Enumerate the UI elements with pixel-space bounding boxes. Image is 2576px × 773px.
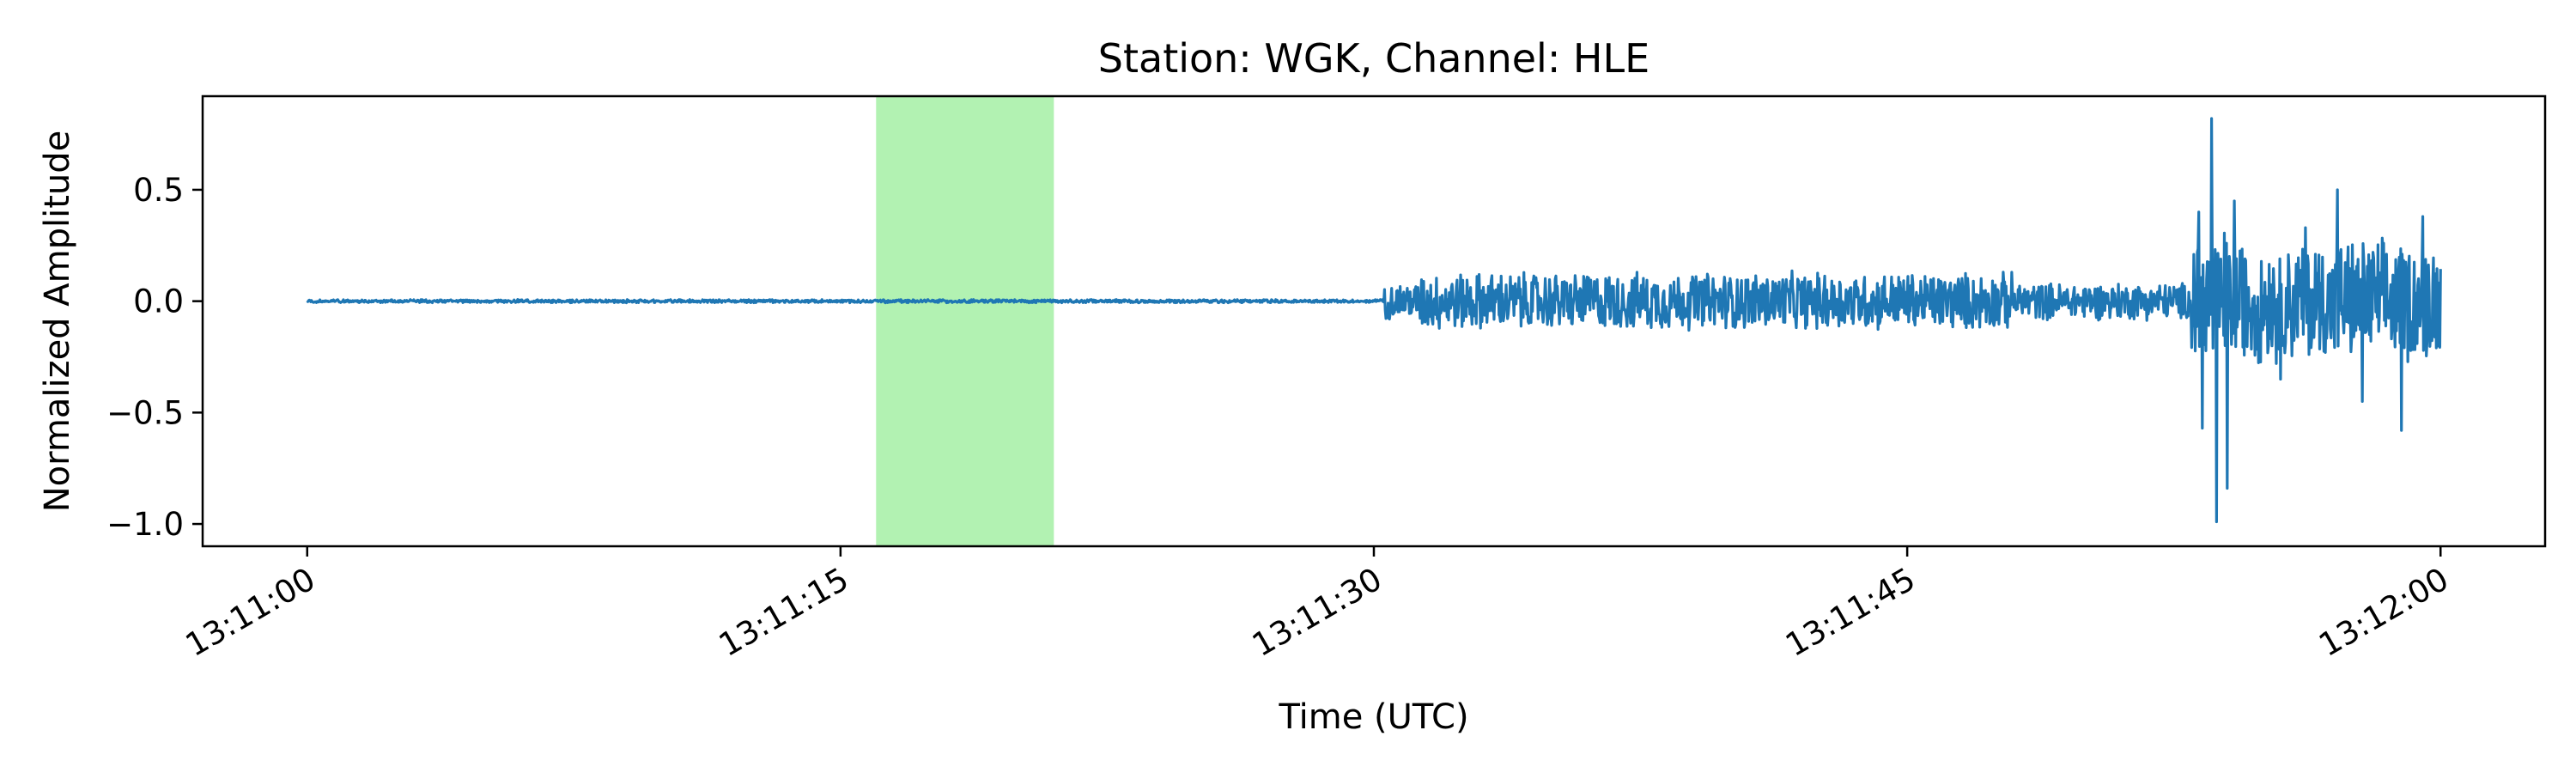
highlight-layer: [876, 96, 1054, 546]
x-axis-label: Time (UTC): [1278, 697, 1468, 737]
highlight-span: [876, 96, 1054, 546]
y-tick-label: 0.0: [133, 283, 184, 320]
chart-title: Station: WGK, Channel: HLE: [1098, 35, 1649, 82]
series-line-waveform: [306, 117, 2442, 524]
trace-layer: [306, 117, 2442, 524]
y-tick-label: 0.5: [133, 172, 184, 209]
y-tick-label: −0.5: [106, 394, 184, 431]
y-axis-label: Normalized Amplitude: [38, 131, 77, 513]
y-tick-label: −1.0: [106, 506, 184, 543]
y-axis: 0.5 0.0 −0.5 −1.0: [106, 172, 203, 543]
